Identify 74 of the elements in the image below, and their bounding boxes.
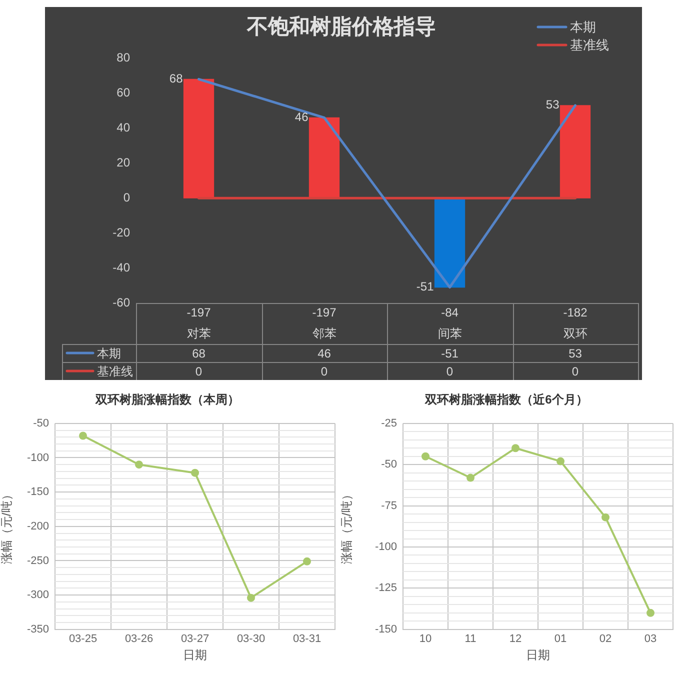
point	[247, 594, 255, 602]
y-tick-label: -150	[374, 623, 397, 636]
y-tick-label: -100	[374, 541, 397, 554]
x-tick-label: -182 双环	[563, 305, 588, 340]
text: 本期	[97, 346, 121, 360]
x-tick-label: 11	[464, 633, 476, 646]
point	[422, 452, 430, 460]
chart-title: 双环树脂涨幅指数（近6个月）	[424, 392, 588, 407]
y-tick-label: -125	[374, 582, 397, 594]
x-tick-label: 02	[599, 633, 612, 646]
x-tick-label: 03-30	[236, 633, 266, 646]
y-tick-label: 20	[116, 155, 130, 170]
y-tick-label: -50	[381, 458, 397, 471]
x-tick-label: 10	[419, 633, 432, 646]
bar	[434, 198, 466, 288]
data-label: 0	[195, 364, 202, 378]
y-tick-label: -25	[381, 417, 397, 430]
point	[79, 432, 87, 440]
y-tick-label: -20	[112, 225, 130, 240]
y-tick-label: -200	[26, 520, 49, 532]
bar	[560, 105, 591, 198]
data-label: 46	[318, 346, 332, 360]
y-tick-label: 0	[123, 190, 130, 204]
x-tick-label: 03-25	[68, 633, 98, 646]
y-tick-label: -350	[26, 623, 49, 636]
bar	[308, 117, 340, 198]
data-label: 0	[572, 364, 579, 378]
legend-label: 基准线	[570, 38, 609, 53]
data-label: 68	[192, 346, 206, 360]
data-label: 0	[320, 364, 328, 378]
y-tick-label: -100	[26, 452, 49, 464]
point	[512, 444, 520, 452]
x-tick-label: 03-31	[292, 633, 322, 646]
chart-title: 双环树脂涨幅指数（本周）	[94, 392, 240, 407]
y-tick-label: -50	[33, 417, 49, 430]
point	[135, 460, 143, 469]
x-tick-label: 03-27	[180, 633, 210, 646]
y-tick-label: -300	[26, 589, 49, 602]
point	[556, 457, 564, 466]
point	[602, 513, 610, 522]
point	[303, 557, 311, 566]
y-tick-label: -250	[26, 554, 49, 567]
y-tick-label: 60	[116, 85, 130, 100]
data-label: 68	[169, 71, 184, 86]
text: 基准线	[97, 364, 133, 378]
chart-title: 不饱和树脂价格指导	[246, 15, 436, 38]
point	[466, 474, 474, 482]
y-axis-title: 涨幅（元/吨）	[340, 488, 354, 564]
data-label: -51	[416, 280, 434, 294]
point	[646, 608, 654, 617]
x-tick-label: 03	[644, 633, 657, 646]
y-tick-label: -40	[112, 260, 130, 274]
y-tick-label: -60	[112, 295, 130, 310]
y-tick-label: -150	[26, 486, 49, 498]
y-tick-label: 80	[116, 50, 130, 65]
x-tick-label: 12	[509, 633, 522, 646]
point	[191, 468, 199, 477]
x-tick-label: 03-26	[124, 633, 154, 646]
y-axis-title: 涨幅（元/吨）	[0, 488, 14, 564]
data-label: 53	[568, 346, 582, 360]
legend-label: 本期	[570, 20, 596, 35]
data-label: -51	[441, 346, 459, 360]
data-label: 46	[294, 110, 309, 124]
data-label: 53	[546, 98, 560, 112]
x-tick-label: -197 邻苯	[312, 305, 337, 340]
x-tick-label: -197 对苯	[186, 305, 212, 340]
bar	[183, 78, 214, 198]
data-label: 0	[446, 364, 454, 378]
x-tick-label: -84 间苯	[438, 305, 462, 340]
x-axis-title: 日期	[183, 648, 207, 662]
y-tick-label: -75	[381, 500, 397, 512]
x-tick-label: 01	[554, 633, 567, 646]
y-tick-label: 40	[116, 120, 130, 134]
x-axis-title: 日期	[526, 648, 550, 662]
